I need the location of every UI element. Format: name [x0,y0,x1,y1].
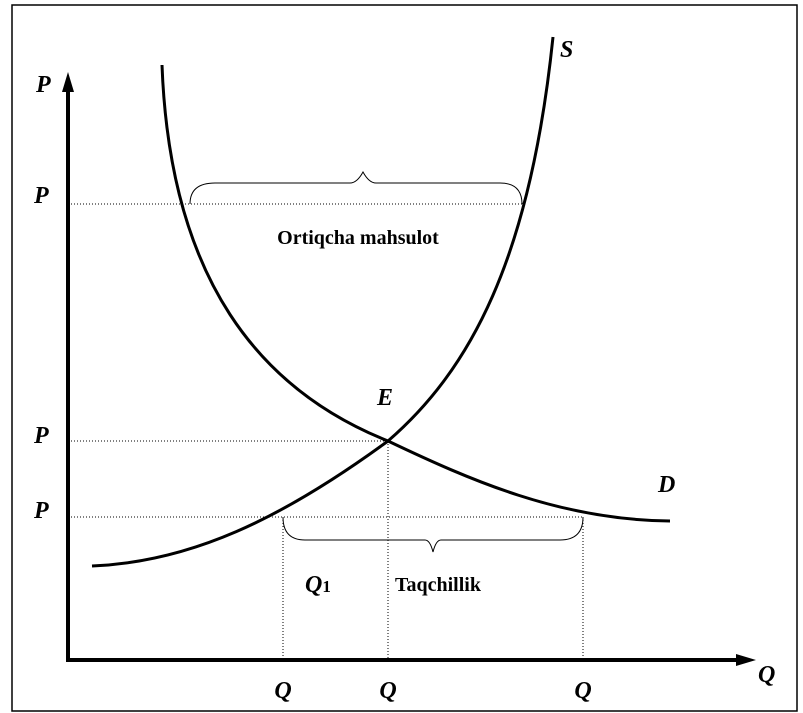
frame [11,4,798,712]
y-arrow [62,72,74,92]
x-arrow [736,654,756,666]
x-axis-label: Q [758,662,775,688]
q1-subscript: 1 [322,577,331,596]
price-label: P [33,498,49,524]
y-axis-label: P [35,72,51,98]
quantity-label: Q [379,678,396,704]
quantity-label: Q [274,678,291,704]
demand-label: D [657,472,675,498]
shortage-brace [282,516,584,553]
shortage-label: Taqchillik [395,574,482,596]
quantity-label: Q [574,678,591,704]
surplus-brace [189,170,523,205]
supply-curve [91,36,555,568]
price-label: P [33,423,49,449]
equilibrium-label: E [376,385,393,411]
price-label: P [33,183,49,209]
q1-letter: Q [305,572,322,598]
supply-label: S [560,37,573,63]
demand-curve [160,64,671,523]
surplus-label: Ortiqcha mahsulot [277,227,439,249]
q1-label: Q1 [305,572,331,598]
